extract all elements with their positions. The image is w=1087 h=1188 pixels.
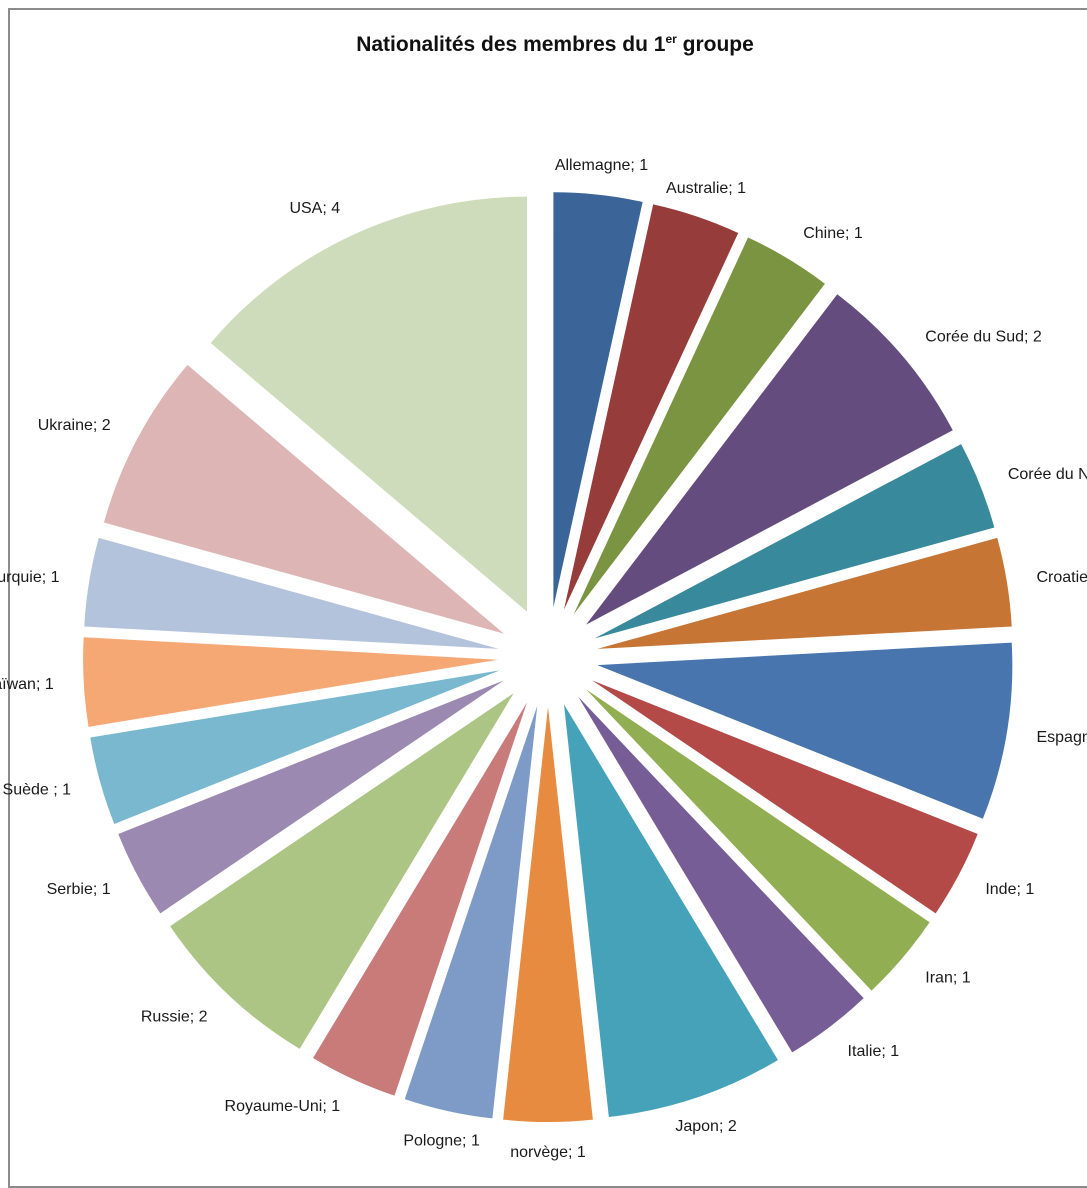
slice-label-19: Ukraine; 2 bbox=[38, 417, 111, 434]
pie-slice-20 bbox=[210, 196, 528, 612]
chart-title-text: Nationalités des membres du 1 bbox=[356, 33, 666, 56]
chart-title: Nationalités des membres du 1er groupe bbox=[0, 32, 1087, 57]
slice-label-20: USA; 4 bbox=[289, 200, 340, 217]
slice-label-0: Allemagne; 1 bbox=[555, 157, 648, 174]
chart-title-tail: groupe bbox=[676, 33, 754, 56]
pie-slice-0 bbox=[553, 192, 643, 608]
slice-label-5: Croatie; 1 bbox=[1036, 569, 1087, 586]
slice-label-18: Turquie; 1 bbox=[0, 569, 60, 586]
slice-label-11: norvège; 1 bbox=[510, 1144, 586, 1161]
pie-slice-16 bbox=[90, 670, 500, 824]
slice-label-14: Russie; 2 bbox=[141, 1008, 208, 1025]
slice-label-13: Royaume-Uni; 1 bbox=[225, 1098, 341, 1115]
pie-slice-7 bbox=[592, 680, 978, 914]
slice-label-9: Italie; 1 bbox=[848, 1043, 900, 1060]
slice-label-4: Corée du Nord; 1 bbox=[1008, 466, 1087, 483]
slice-label-8: Iran; 1 bbox=[925, 969, 970, 986]
pie-slice-10 bbox=[563, 704, 778, 1117]
slice-label-10: Japon; 2 bbox=[675, 1118, 736, 1135]
pie-slice-13 bbox=[313, 702, 528, 1096]
slice-label-17: Taïwan; 1 bbox=[0, 676, 54, 693]
pie-slice-14 bbox=[170, 693, 514, 1049]
pie-slice-8 bbox=[586, 689, 930, 991]
slice-label-12: Pologne; 1 bbox=[403, 1132, 480, 1149]
slice-label-6: Espagne; 2 bbox=[1036, 729, 1087, 746]
pie-slice-15 bbox=[118, 680, 504, 914]
slice-label-2: Chine; 1 bbox=[803, 225, 863, 242]
pie-slice-17 bbox=[83, 637, 499, 727]
pie-slice-9 bbox=[578, 696, 864, 1053]
pie-slice-18 bbox=[84, 537, 499, 649]
pie-slice-2 bbox=[573, 237, 825, 615]
pie-slice-3 bbox=[586, 294, 953, 625]
slice-label-1: Australie; 1 bbox=[666, 180, 746, 197]
slice-label-3: Corée du Sud; 2 bbox=[925, 329, 1042, 346]
pie-slice-12 bbox=[404, 705, 538, 1119]
slice-label-7: Inde; 1 bbox=[985, 881, 1034, 898]
pie-slice-5 bbox=[597, 537, 1012, 649]
pie-slice-1 bbox=[563, 204, 739, 610]
pie-slice-19 bbox=[103, 364, 504, 634]
slice-label-15: Serbie; 1 bbox=[47, 881, 111, 898]
pie-slice-6 bbox=[597, 642, 1013, 819]
pie-slice-4 bbox=[594, 444, 995, 639]
pie-slice-11 bbox=[503, 707, 593, 1122]
chart-title-sup: er bbox=[665, 32, 677, 46]
slice-label-16: Suède ; 1 bbox=[3, 781, 72, 798]
